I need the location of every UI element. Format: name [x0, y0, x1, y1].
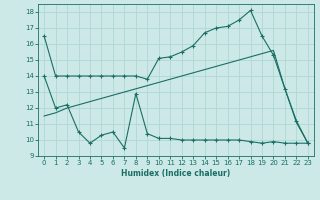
X-axis label: Humidex (Indice chaleur): Humidex (Indice chaleur) — [121, 169, 231, 178]
